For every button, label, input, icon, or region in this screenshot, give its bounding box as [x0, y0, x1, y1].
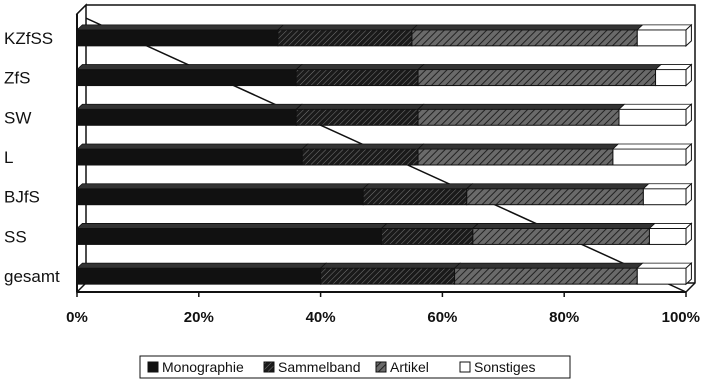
- bar-top-gesamt-artikel: [453, 262, 644, 269]
- bar-bjfs-sonstiges: [642, 188, 687, 206]
- bar-zfs-monographie: [76, 69, 297, 87]
- bar-kzfss-sammelband: [277, 29, 413, 47]
- bar-zfs-sonstiges: [655, 69, 687, 87]
- bar-top-l-artikel: [417, 143, 620, 150]
- bar-top-kzfss-sonstiges: [636, 24, 693, 31]
- category-label-kzfss: KZfSS: [4, 29, 53, 48]
- bar-top-zfs-sonstiges: [654, 64, 693, 70]
- bar-l-artikel: [417, 148, 614, 166]
- bar-top-gesamt-sonstiges: [636, 262, 693, 269]
- bar-top-l-monographie: [75, 143, 309, 150]
- bar-bjfs-monographie: [76, 188, 364, 206]
- bar-top-kzfss-monographie: [75, 24, 285, 31]
- x-tick-label-2: 40%: [306, 309, 336, 326]
- legend-swatch-artikel: [375, 361, 387, 373]
- legend-swatch-monographie: [147, 361, 159, 373]
- bar-bjfs-sammelband: [362, 188, 468, 206]
- bar-l-sammelband: [301, 148, 419, 166]
- bar-kzfss-monographie: [76, 29, 279, 47]
- bar-top-bjfs-artikel: [465, 183, 650, 190]
- bar-top-ss-sonstiges: [648, 223, 693, 229]
- bar-top-gesamt-sammelband: [319, 262, 462, 269]
- legend: Monographie Sammelband Artikel Sonstiges: [139, 355, 571, 379]
- category-label-bjfs: BJfS: [4, 188, 40, 207]
- bar-end-zfs: [685, 63, 692, 87]
- bar-top-sw-sonstiges: [617, 103, 693, 110]
- legend-swatch-sonstiges: [459, 361, 471, 373]
- bar-gesamt-sonstiges: [636, 267, 687, 285]
- bar-gesamt-sammelband: [320, 267, 456, 285]
- bar-gesamt-artikel: [454, 267, 638, 285]
- bar-top-zfs-artikel: [417, 64, 662, 70]
- bar-top-zfs-monographie: [75, 64, 303, 70]
- category-label-sw: SW: [4, 108, 31, 127]
- bar-top-kzfss-artikel: [410, 24, 644, 31]
- bar-top-ss-monographie: [75, 223, 388, 229]
- category-label-l: L: [4, 148, 13, 167]
- bar-top-ss-artikel: [471, 223, 656, 229]
- bar-top-zfs-sammelband: [295, 64, 425, 70]
- bar-top-ss-sammelband: [380, 223, 480, 229]
- category-label-zfs: ZfS: [4, 69, 30, 88]
- x-tick-label-5: 100%: [662, 309, 700, 326]
- bar-gesamt-monographie: [76, 267, 322, 285]
- bar-top-kzfss-sammelband: [276, 24, 419, 31]
- bar-end-kzfss: [685, 23, 692, 48]
- legend-label-monographie: Monographie: [162, 359, 244, 375]
- legend-label-sammelband: Sammelband: [278, 359, 361, 375]
- category-labels: KZfSS ZfS SW L BJfS SS gesamt: [4, 29, 60, 286]
- x-tick-label-4: 80%: [549, 309, 579, 326]
- bar-top-sw-monographie: [75, 103, 303, 110]
- bar-kzfss-sonstiges: [636, 29, 687, 47]
- legend-label-sonstiges: Sonstiges: [474, 359, 535, 375]
- bar-top-sw-sammelband: [295, 103, 425, 110]
- bar-l-sonstiges: [612, 148, 687, 166]
- bar-ss-monographie: [76, 227, 382, 245]
- bar-l-monographie: [76, 148, 303, 166]
- bars-group: [75, 23, 693, 286]
- bar-end-gesamt: [685, 261, 692, 286]
- x-axis-ticks: 0% 20% 40% 60% 80% 100%: [66, 292, 700, 326]
- bar-zfs-artikel: [417, 69, 657, 87]
- bar-ss-sammelband: [381, 227, 474, 245]
- bar-end-ss: [685, 222, 692, 246]
- bar-sw-sonstiges: [618, 108, 687, 126]
- bar-top-l-sonstiges: [611, 143, 693, 150]
- bar-sw-sammelband: [295, 108, 419, 126]
- bar-end-bjfs: [685, 182, 692, 206]
- bar-top-l-sammelband: [301, 143, 425, 150]
- bar-zfs-sammelband: [295, 69, 419, 87]
- bar-top-sw-artikel: [417, 103, 626, 110]
- x-tick-label-0: 0%: [66, 309, 88, 326]
- bar-end-l: [685, 142, 692, 167]
- category-label-ss: SS: [4, 227, 27, 246]
- bar-top-bjfs-sammelband: [362, 183, 474, 190]
- bar-ss-artikel: [472, 227, 650, 245]
- bar-sw-monographie: [76, 108, 297, 126]
- bar-top-gesamt-monographie: [75, 262, 328, 269]
- bar-end-sw: [685, 103, 692, 127]
- bar-kzfss-artikel: [411, 29, 638, 47]
- bar-top-bjfs-sonstiges: [642, 183, 693, 190]
- x-tick-label-1: 20%: [184, 309, 214, 326]
- bar-sw-artikel: [417, 108, 620, 126]
- bar-top-bjfs-monographie: [75, 183, 370, 190]
- legend-swatch-sammelband: [263, 361, 275, 373]
- bar-bjfs-artikel: [466, 188, 644, 206]
- bar-ss-sonstiges: [648, 227, 687, 245]
- legend-label-artikel: Artikel: [390, 359, 429, 375]
- x-tick-label-3: 60%: [427, 309, 457, 326]
- category-label-gesamt: gesamt: [4, 267, 60, 286]
